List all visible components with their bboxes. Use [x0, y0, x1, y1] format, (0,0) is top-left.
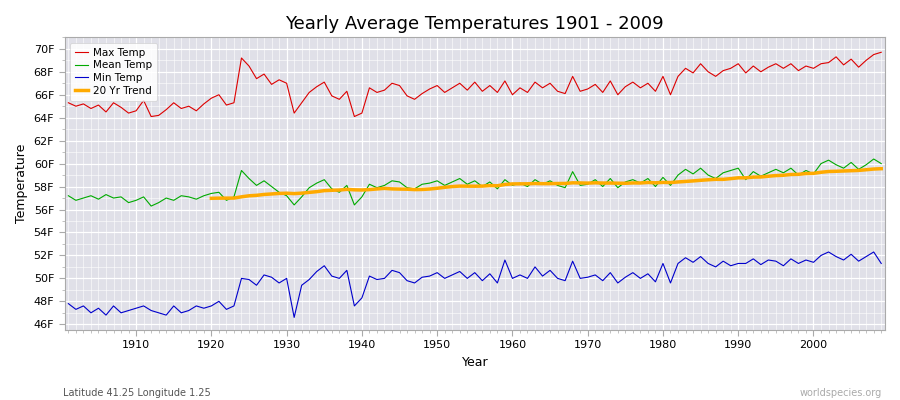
20 Yr Trend [410, 187, 420, 192]
Mean Temp [63, 193, 74, 198]
20 Yr Trend [778, 173, 788, 178]
Line: 20 Yr Trend: 20 Yr Trend [212, 169, 881, 198]
Line: Min Temp: Min Temp [68, 252, 881, 318]
20 Yr Trend [763, 174, 774, 179]
Line: Mean Temp: Mean Temp [68, 159, 881, 206]
Mean Temp [507, 183, 517, 188]
Min Temp [507, 276, 517, 281]
Min Temp [605, 270, 616, 275]
Mean Temp [868, 157, 879, 162]
20 Yr Trend [846, 168, 857, 173]
Max Temp [146, 114, 157, 119]
Max Temp [515, 86, 526, 90]
Min Temp [341, 268, 352, 273]
Mean Temp [876, 161, 886, 166]
20 Yr Trend [296, 191, 307, 196]
Min Temp [824, 250, 834, 254]
Mean Temp [296, 194, 307, 199]
Mean Temp [146, 204, 157, 208]
Max Temp [63, 100, 74, 105]
Min Temp [296, 283, 307, 288]
Max Temp [341, 89, 352, 94]
Y-axis label: Temperature: Temperature [15, 144, 28, 223]
Max Temp [876, 50, 886, 55]
Line: Max Temp: Max Temp [68, 52, 881, 116]
Min Temp [515, 272, 526, 277]
Title: Yearly Average Temperatures 1901 - 2009: Yearly Average Temperatures 1901 - 2009 [285, 15, 664, 33]
Min Temp [876, 261, 886, 266]
Mean Temp [515, 181, 526, 186]
Max Temp [296, 100, 307, 105]
X-axis label: Year: Year [462, 356, 488, 369]
Mean Temp [605, 176, 616, 181]
20 Yr Trend [206, 196, 217, 201]
Mean Temp [123, 200, 134, 205]
Text: Latitude 41.25 Longitude 1.25: Latitude 41.25 Longitude 1.25 [63, 388, 211, 398]
Text: worldspecies.org: worldspecies.org [800, 388, 882, 398]
Min Temp [63, 301, 74, 306]
Max Temp [123, 111, 134, 116]
Legend: Max Temp, Mean Temp, Min Temp, 20 Yr Trend: Max Temp, Mean Temp, Min Temp, 20 Yr Tre… [70, 42, 158, 101]
Max Temp [605, 78, 616, 83]
Mean Temp [341, 183, 352, 188]
Min Temp [289, 315, 300, 320]
Min Temp [123, 308, 134, 313]
Max Temp [507, 92, 517, 97]
20 Yr Trend [876, 166, 886, 171]
20 Yr Trend [672, 180, 683, 184]
